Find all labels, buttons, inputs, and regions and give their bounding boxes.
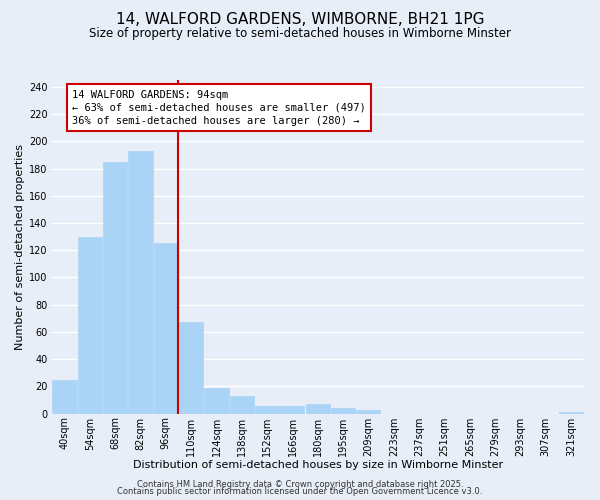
Text: Contains public sector information licensed under the Open Government Licence v3: Contains public sector information licen…	[118, 488, 482, 496]
Text: Size of property relative to semi-detached houses in Wimborne Minster: Size of property relative to semi-detach…	[89, 28, 511, 40]
Text: 14 WALFORD GARDENS: 94sqm
← 63% of semi-detached houses are smaller (497)
36% of: 14 WALFORD GARDENS: 94sqm ← 63% of semi-…	[72, 90, 366, 126]
Bar	[306, 404, 330, 413]
Bar	[78, 236, 102, 414]
Bar	[356, 410, 380, 414]
Bar	[103, 162, 127, 414]
Bar	[280, 406, 304, 413]
Bar	[52, 380, 77, 414]
Text: 14, WALFORD GARDENS, WIMBORNE, BH21 1PG: 14, WALFORD GARDENS, WIMBORNE, BH21 1PG	[116, 12, 484, 28]
Y-axis label: Number of semi-detached properties: Number of semi-detached properties	[15, 144, 25, 350]
Bar	[331, 408, 355, 414]
Bar	[205, 388, 229, 413]
Bar	[128, 151, 152, 413]
Bar	[559, 412, 583, 414]
Bar	[154, 244, 178, 414]
Bar	[179, 322, 203, 414]
Text: Contains HM Land Registry data © Crown copyright and database right 2025.: Contains HM Land Registry data © Crown c…	[137, 480, 463, 489]
Bar	[230, 396, 254, 413]
X-axis label: Distribution of semi-detached houses by size in Wimborne Minster: Distribution of semi-detached houses by …	[133, 460, 503, 470]
Bar	[255, 406, 279, 413]
